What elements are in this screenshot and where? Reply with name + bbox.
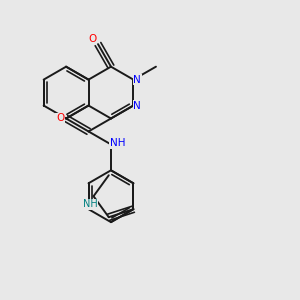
Text: NH: NH [110, 138, 126, 148]
Text: O: O [56, 113, 64, 124]
Text: N: N [134, 75, 141, 85]
Text: O: O [88, 34, 96, 44]
Text: NH: NH [82, 200, 98, 209]
Text: N: N [134, 100, 141, 110]
